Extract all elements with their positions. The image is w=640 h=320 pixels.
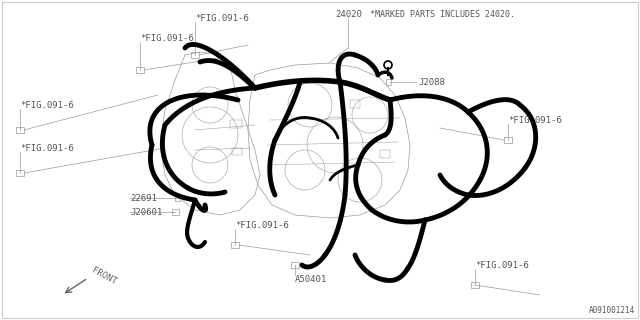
Bar bbox=[471, 282, 479, 288]
Bar bbox=[386, 79, 391, 85]
Bar bbox=[350, 100, 360, 108]
Text: *FIG.091-6: *FIG.091-6 bbox=[235, 220, 289, 229]
Text: *MARKED PARTS INCLUDES 24020.: *MARKED PARTS INCLUDES 24020. bbox=[370, 10, 515, 19]
Text: A091001214: A091001214 bbox=[589, 306, 635, 315]
Text: *FIG.091-6: *FIG.091-6 bbox=[20, 143, 74, 153]
Text: *FIG.091-6: *FIG.091-6 bbox=[140, 34, 194, 43]
Bar bbox=[380, 150, 390, 158]
Text: *FIG.091-6: *FIG.091-6 bbox=[508, 116, 562, 124]
Text: *FIG.091-6: *FIG.091-6 bbox=[20, 100, 74, 109]
Bar bbox=[231, 242, 239, 248]
Bar bbox=[16, 170, 24, 176]
Bar bbox=[230, 120, 242, 128]
Bar bbox=[232, 148, 242, 155]
Text: J20601: J20601 bbox=[130, 207, 163, 217]
Bar bbox=[291, 262, 299, 268]
Text: 24020: 24020 bbox=[335, 10, 362, 19]
Bar bbox=[504, 137, 512, 143]
Text: J2088: J2088 bbox=[418, 77, 445, 86]
Text: 22691: 22691 bbox=[130, 194, 157, 203]
Bar bbox=[136, 67, 144, 73]
Text: *FIG.091-6: *FIG.091-6 bbox=[475, 260, 529, 269]
Text: *FIG.091-6: *FIG.091-6 bbox=[195, 13, 249, 22]
Text: FRONT: FRONT bbox=[90, 266, 118, 286]
Bar bbox=[175, 195, 180, 201]
Text: A50401: A50401 bbox=[295, 276, 327, 284]
Bar bbox=[191, 52, 199, 58]
Bar bbox=[16, 127, 24, 133]
Bar bbox=[172, 209, 179, 215]
